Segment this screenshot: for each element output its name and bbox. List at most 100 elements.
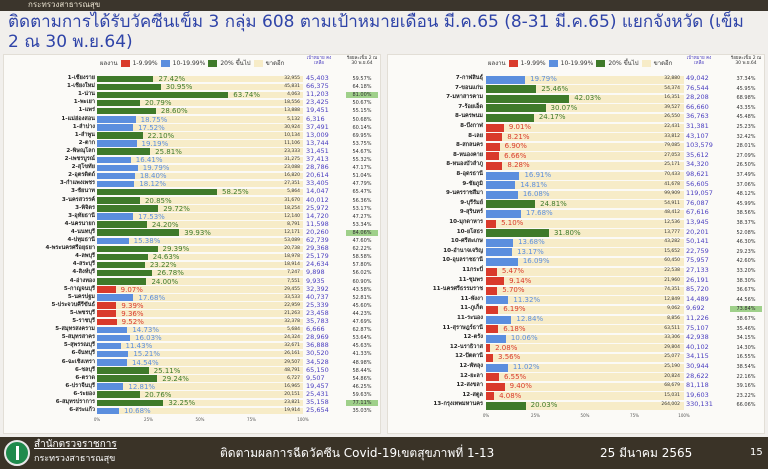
province-label: 5-เพชรบุรี: [69, 309, 95, 316]
target-value: 30,944: [686, 362, 709, 370]
column-header-target: เป้าหมาย คงเหลือ: [686, 56, 712, 66]
remaining-value: 48,791: [284, 367, 300, 373]
dose2-percent: 69.95%: [352, 132, 372, 139]
table-row: 8-สกลนคร 6.90% 79,085 103,579 28.01%: [388, 142, 764, 152]
dose2-percent: 73.84%: [730, 306, 762, 313]
percent-label: 26.78%: [157, 269, 184, 278]
province-label: 2-อุตรดิตถ์: [68, 172, 95, 179]
province-label: 3-ชัยนาท: [71, 188, 95, 195]
province-label: 8-หนองคาย: [453, 151, 483, 158]
target-value: 37,491: [306, 122, 329, 131]
percent-label: 9.52%: [121, 318, 144, 326]
table-row: 8-เลย 8.21% 33,812 43,107 32.42%: [388, 132, 764, 143]
table-row: 11-ชุมพร 9.14% 21,960 26,191 38.30%: [388, 276, 764, 287]
remaining-value: 13,888: [284, 108, 300, 114]
target-value: 13,744: [306, 138, 329, 147]
dose2-percent: 51.04%: [352, 173, 372, 180]
dose2-percent: 65.47%: [352, 189, 372, 196]
percent-label: 22.10%: [147, 131, 175, 140]
province-label: 4-นครนายก: [64, 220, 95, 227]
progress-bar: [97, 269, 153, 277]
remaining-bar: [97, 221, 303, 228]
percent-label: 29.72%: [163, 204, 190, 213]
dose2-percent: 36.67%: [736, 287, 756, 294]
remaining-bar: [486, 152, 684, 161]
percent-label: 30.07%: [550, 103, 578, 112]
remaining-bar: [486, 113, 684, 122]
footer-org-link[interactable]: สำนักตรวจราชการ: [34, 439, 117, 450]
progress-bar: [97, 172, 135, 180]
remaining-value: 20,151: [284, 391, 300, 397]
footer-date: 25 มีนาคม 2565: [600, 446, 693, 460]
remaining-bar: [97, 148, 303, 155]
dose2-percent: 54.86%: [352, 375, 372, 382]
table-row: 5-สมุทรสงคราม 14.73% 5,684 6,666 62.87%: [4, 325, 380, 335]
progress-bar: [97, 91, 229, 99]
dose2-percent: 57.80%: [352, 262, 372, 269]
remaining-value: 4,063: [287, 92, 300, 98]
progress-bar: [486, 248, 513, 257]
remaining-value: 32,671: [284, 343, 300, 349]
table-row: 2-อุตรดิตถ์ 18.40% 16,820 20,614 51.04%: [4, 172, 380, 181]
ministry-logo-icon: [4, 440, 30, 466]
target-value: 65,150: [306, 365, 329, 374]
remaining-value: 11,106: [284, 140, 300, 146]
province-label: 3-กำแพงเพชร: [59, 180, 95, 187]
remaining-value: 74,351: [664, 287, 680, 293]
target-value: 32,392: [306, 284, 329, 293]
remaining-value: 29,804: [664, 344, 680, 350]
target-value: 23,425: [306, 98, 329, 107]
remaining-value: 20,738: [284, 246, 300, 252]
progress-bar: [97, 164, 138, 172]
progress-bar: [97, 140, 137, 147]
province-label: 12-สงขลา: [456, 382, 483, 389]
dose2-percent: 41.33%: [352, 351, 372, 358]
progress-bar: [486, 305, 499, 314]
progress-bar: [486, 325, 499, 334]
progress-bar: [97, 294, 134, 301]
legend-label-0: 1-9.99%: [520, 60, 546, 67]
province-label: 6-ระยอง: [73, 390, 95, 397]
target-value: 62,739: [306, 236, 329, 244]
remaining-value: 26,550: [664, 114, 680, 120]
province-label: 11-ภูเก็ต: [460, 305, 483, 312]
percent-label: 25.46%: [541, 84, 569, 93]
target-value: 40,012: [306, 195, 329, 204]
province-label: 9-สุรินทร์: [459, 209, 483, 216]
x-tick-label: 25%: [531, 413, 540, 418]
table-row: 3-นครสวรรค์ 20.85% 31,670 40,012 56.36%: [4, 195, 380, 205]
page-number: 15: [750, 447, 763, 458]
remaining-bar: [97, 124, 303, 131]
progress-bar: [486, 382, 505, 391]
progress-bar: [486, 75, 526, 84]
remaining-bar: [97, 375, 303, 382]
table-row: 13-กรุงเทพมหานคร 20.03% 264,002 330,131 66.0…: [388, 401, 764, 411]
table-row: 8-หนองคาย 6.66% 27,053 35,612 27.09%: [388, 151, 764, 162]
province-label: 2-ตาก: [78, 139, 95, 146]
table-row: 9-บุรีรัมย์ 24.81% 54,911 76,087 45.99%: [388, 199, 764, 210]
table-row: 6-จันทบุรี 15.21% 26,161 30,520 41.33%: [4, 350, 380, 359]
table-row: 12-สงขลา 9.40% 68,679 81,118 39.16%: [388, 382, 764, 392]
target-value: 36,888: [306, 341, 329, 350]
remaining-bar: [97, 286, 303, 293]
table-row: 10-ยโสธร 31.80% 13,777 20,201 52.08%: [388, 227, 764, 239]
progress-bar: [486, 200, 536, 209]
legend-label-1: 10-19.99%: [172, 60, 206, 67]
target-value: 25,179: [306, 252, 329, 261]
progress-bar: [97, 188, 217, 196]
remaining-value: 68,679: [664, 383, 680, 389]
province-label: 2-เพชรบูรณ์: [64, 156, 95, 162]
dose2-percent: 45.95%: [736, 85, 756, 92]
province-label: 13-กรุงเทพมหานคร: [433, 401, 483, 408]
remaining-value: 21,960: [664, 277, 680, 283]
province-label: 10-มุกดาหาร: [449, 219, 483, 225]
table-row: 6-ชลบุรี 25.11% 48,791 65,150 58.44%: [4, 365, 380, 375]
province-label: 11-ชุมพร: [458, 276, 483, 283]
remaining-value: 18,556: [284, 100, 300, 106]
target-value: 6,666: [306, 325, 325, 334]
target-value: 20,201: [686, 227, 709, 236]
province-label: 9-ชัยภูมิ: [462, 180, 483, 187]
remaining-value: 6,727: [287, 375, 300, 381]
target-value: 20,260: [306, 227, 329, 236]
dose2-percent: 43.58%: [352, 286, 372, 293]
